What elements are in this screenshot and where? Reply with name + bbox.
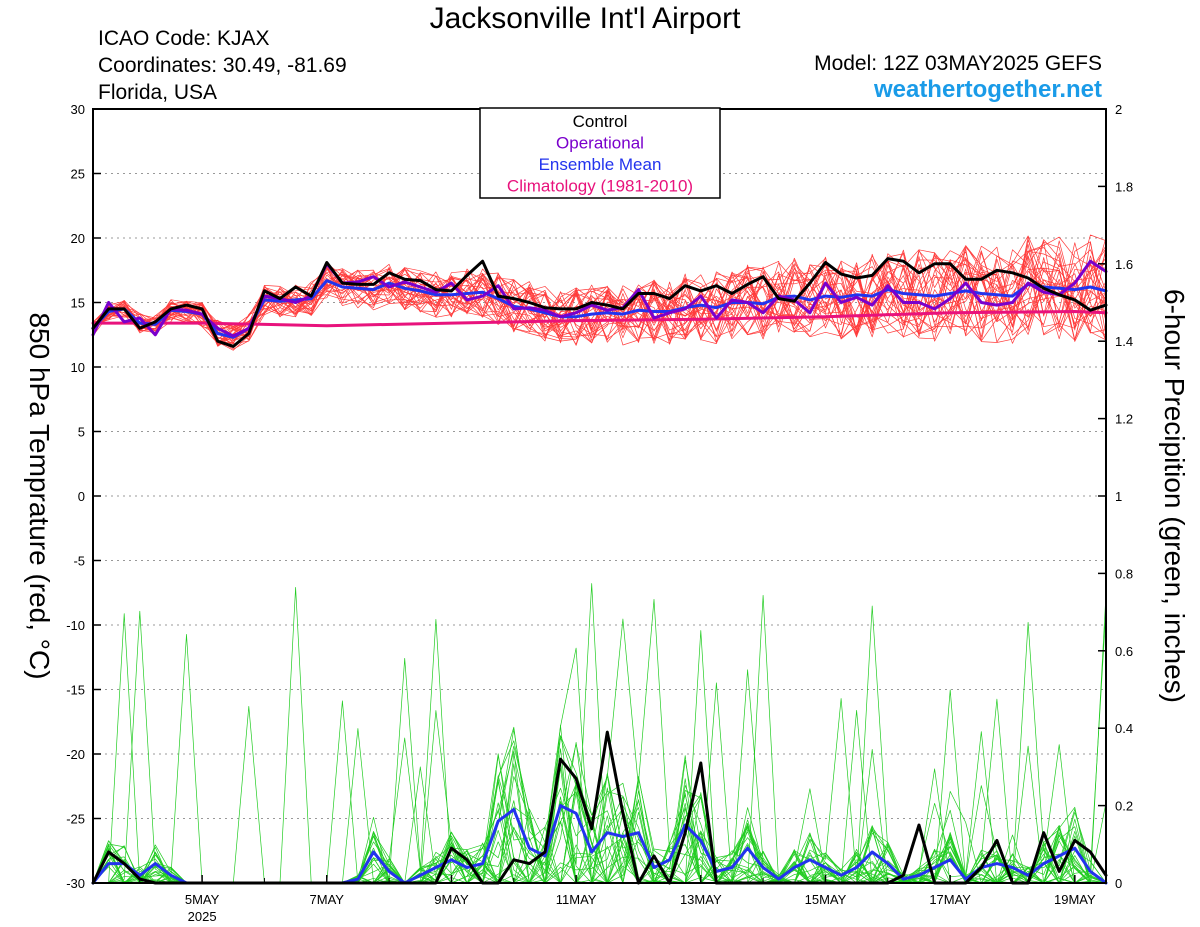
- left-axis-label: 850 hPa Temprature (red, °C): [24, 312, 55, 679]
- site-name[interactable]: weathertogether.net: [873, 76, 1102, 103]
- temperature-member-line: [92, 241, 1107, 340]
- left-tick-label: 5: [78, 425, 85, 440]
- temperature-member-line: [92, 250, 1107, 344]
- region: Florida, USA: [98, 81, 218, 104]
- x-tick-label: 19MAY: [1054, 892, 1096, 907]
- right-tick-label: 2: [1115, 102, 1122, 117]
- right-tick-label: 1.4: [1115, 334, 1133, 349]
- icao-code: ICAO Code: KJAX: [98, 27, 270, 50]
- x-year-label: 2025: [188, 909, 217, 924]
- right-tick-label: 0.4: [1115, 721, 1133, 736]
- right-tick-label: 0.2: [1115, 799, 1133, 814]
- left-tick-label: 10: [71, 360, 85, 375]
- left-tick-label: -20: [66, 747, 85, 762]
- right-tick-label: 0.6: [1115, 644, 1133, 659]
- model-run: Model: 12Z 03MAY2025 GEFS: [814, 52, 1102, 75]
- right-tick-label: 1.8: [1115, 179, 1133, 194]
- legend-entry: Climatology (1981-2010): [507, 177, 693, 196]
- temperature-control-line: [91, 257, 1108, 348]
- x-tick-label: 13MAY: [680, 892, 722, 907]
- left-tick-label: -30: [66, 876, 85, 891]
- right-tick-label: 0.8: [1115, 566, 1133, 581]
- coordinates: Coordinates: 30.49, -81.69: [98, 54, 347, 77]
- x-tick-label: 9MAY: [434, 892, 469, 907]
- x-tick-label: 5MAY: [185, 892, 220, 907]
- x-tick-label: 7MAY: [310, 892, 345, 907]
- legend-box: [479, 107, 721, 199]
- left-tick-label: -25: [66, 812, 85, 827]
- left-tick-label: -15: [66, 683, 85, 698]
- right-tick-label: 1: [1115, 489, 1122, 504]
- climatology-line: [91, 310, 1108, 328]
- left-tick-label: 15: [71, 296, 85, 311]
- right-tick-label: 1.2: [1115, 412, 1133, 427]
- left-tick-label: 0: [78, 489, 85, 504]
- chart-title: Jacksonville Int'l Airport: [429, 2, 741, 35]
- x-tick-label: 17MAY: [929, 892, 971, 907]
- left-tick-label: 30: [71, 102, 85, 117]
- left-tick-label: -5: [73, 554, 85, 569]
- left-tick-label: -10: [66, 618, 85, 633]
- temperature-member-line: [92, 265, 1107, 350]
- legend-entry: Control: [573, 112, 628, 131]
- right-axis-label: 6-hour Precipition (green, inches): [1159, 289, 1190, 703]
- x-tick-label: 11MAY: [556, 892, 597, 907]
- right-tick-label: 1.6: [1115, 257, 1133, 272]
- legend-entry: Ensemble Mean: [539, 155, 662, 174]
- legend-entry: Operational: [556, 134, 644, 153]
- left-tick-label: 20: [71, 231, 85, 246]
- x-tick-label: 15MAY: [805, 892, 847, 907]
- precip-member-line: [92, 634, 1107, 884]
- right-tick-label: 0: [1115, 876, 1122, 891]
- left-tick-label: 25: [71, 167, 85, 182]
